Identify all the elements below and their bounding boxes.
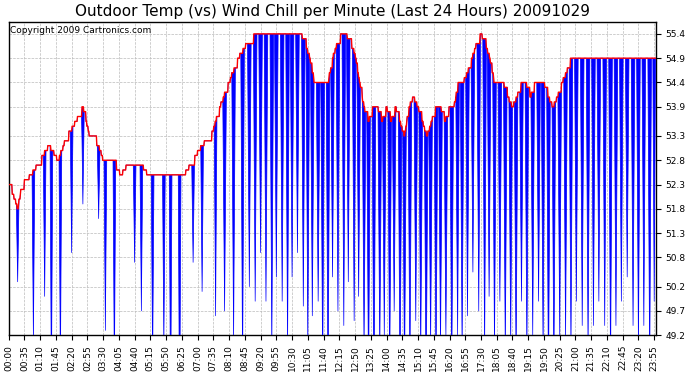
Text: Copyright 2009 Cartronics.com: Copyright 2009 Cartronics.com: [10, 26, 151, 35]
Title: Outdoor Temp (vs) Wind Chill per Minute (Last 24 Hours) 20091029: Outdoor Temp (vs) Wind Chill per Minute …: [75, 4, 590, 19]
